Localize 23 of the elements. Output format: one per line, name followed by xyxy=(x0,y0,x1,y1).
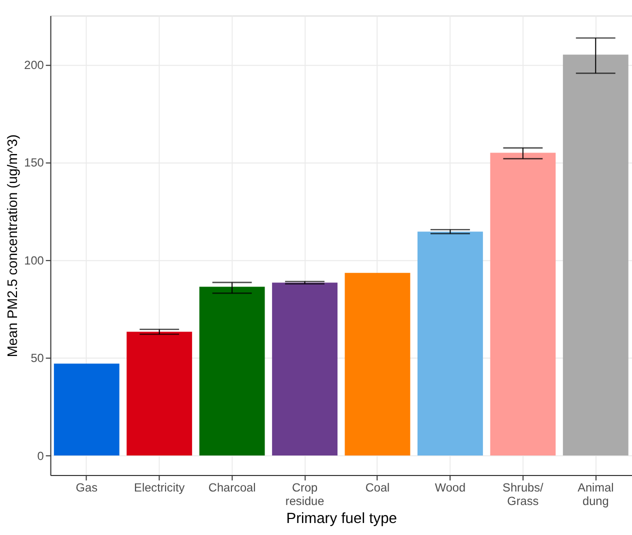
bar xyxy=(344,272,410,456)
bar xyxy=(272,282,338,456)
bar xyxy=(199,286,265,456)
x-axis-title: Primary fuel type xyxy=(286,510,398,527)
bar xyxy=(126,332,192,456)
x-tick-label: Gas xyxy=(76,480,98,494)
y-tick-label: 50 xyxy=(30,351,44,366)
x-tick-label: Wood xyxy=(434,480,466,494)
y-tick-label: 200 xyxy=(24,58,44,72)
bar xyxy=(562,54,628,456)
y-tick-label: 0 xyxy=(37,448,44,463)
x-tick-label: Coal xyxy=(365,480,390,494)
x-tick-label: Shrubs/ Grass xyxy=(502,480,544,508)
x-tick-label: Animal dung xyxy=(578,480,614,508)
x-tick-label: Crop residue xyxy=(285,480,325,508)
y-axis-title: Mean PM2.5 concentration (ug/m^3) xyxy=(5,134,20,358)
bar xyxy=(417,232,483,456)
y-tick-label: 100 xyxy=(24,253,44,268)
bar xyxy=(54,364,120,456)
y-tick-label: 150 xyxy=(24,156,44,170)
bar xyxy=(490,152,556,456)
x-tick-label: Electricity xyxy=(134,480,185,494)
x-tick-label: Charcoal xyxy=(208,480,256,494)
